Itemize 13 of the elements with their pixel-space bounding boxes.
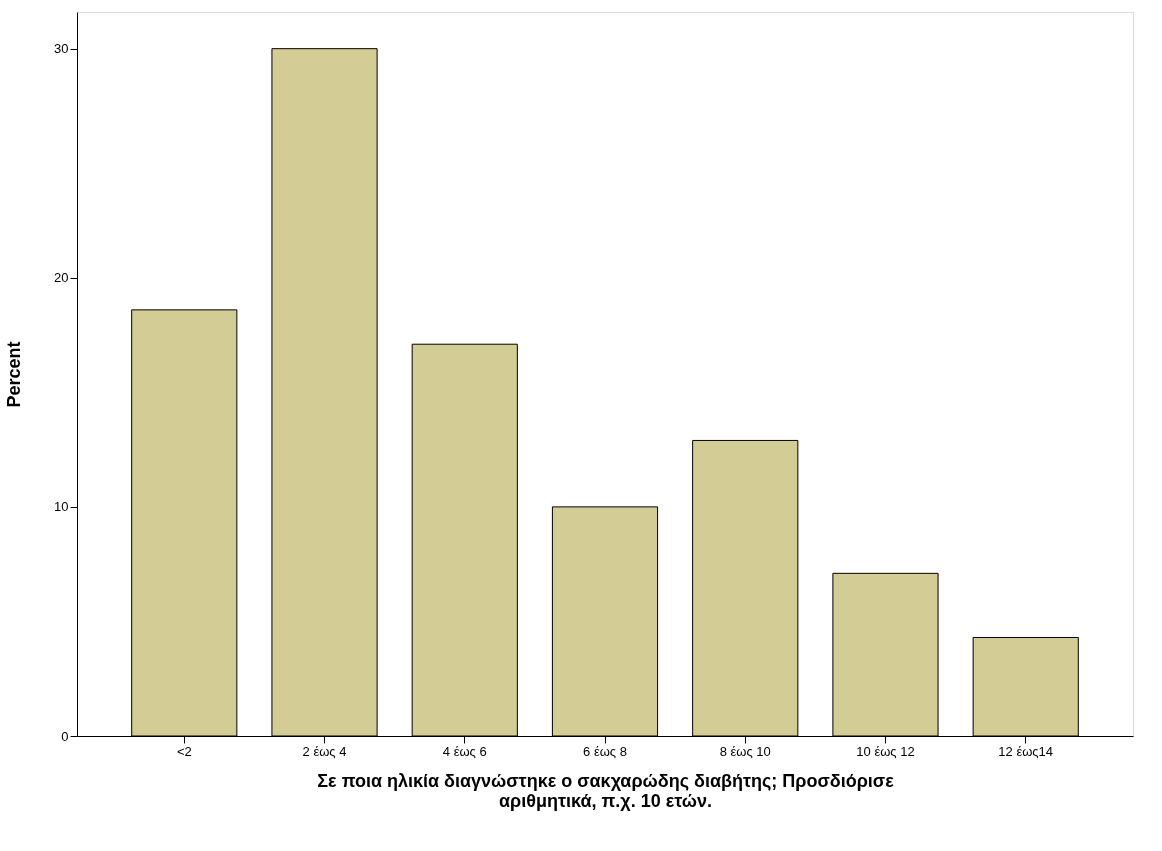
y-axis-title: Percent xyxy=(4,341,25,408)
y-tick-label: 20 xyxy=(54,270,69,286)
y-tick-label: 0 xyxy=(61,728,69,744)
x-axis-title: Σε ποια ηλικία διαγνώστηκε ο σακχαρώδης διαβήτης; Προσδιόρισε αριθμητικά, π.χ. 10 ετών. xyxy=(317,770,895,811)
x-tick-label: 6 έως 8 xyxy=(583,743,627,759)
x-tick-label: 2 έως 4 xyxy=(302,743,347,759)
y-tick-label: 30 xyxy=(54,41,69,57)
x-tick-label: 10 έως 12 xyxy=(856,743,915,759)
x-tick-label: <2 xyxy=(176,743,192,759)
x-tick-label: 4 έως 6 xyxy=(442,743,487,759)
x-tick-label: 8 έως 10 xyxy=(719,743,771,759)
y-tick-label: 10 xyxy=(54,499,69,515)
x-tick-label: 12 έως14 xyxy=(998,743,1054,759)
